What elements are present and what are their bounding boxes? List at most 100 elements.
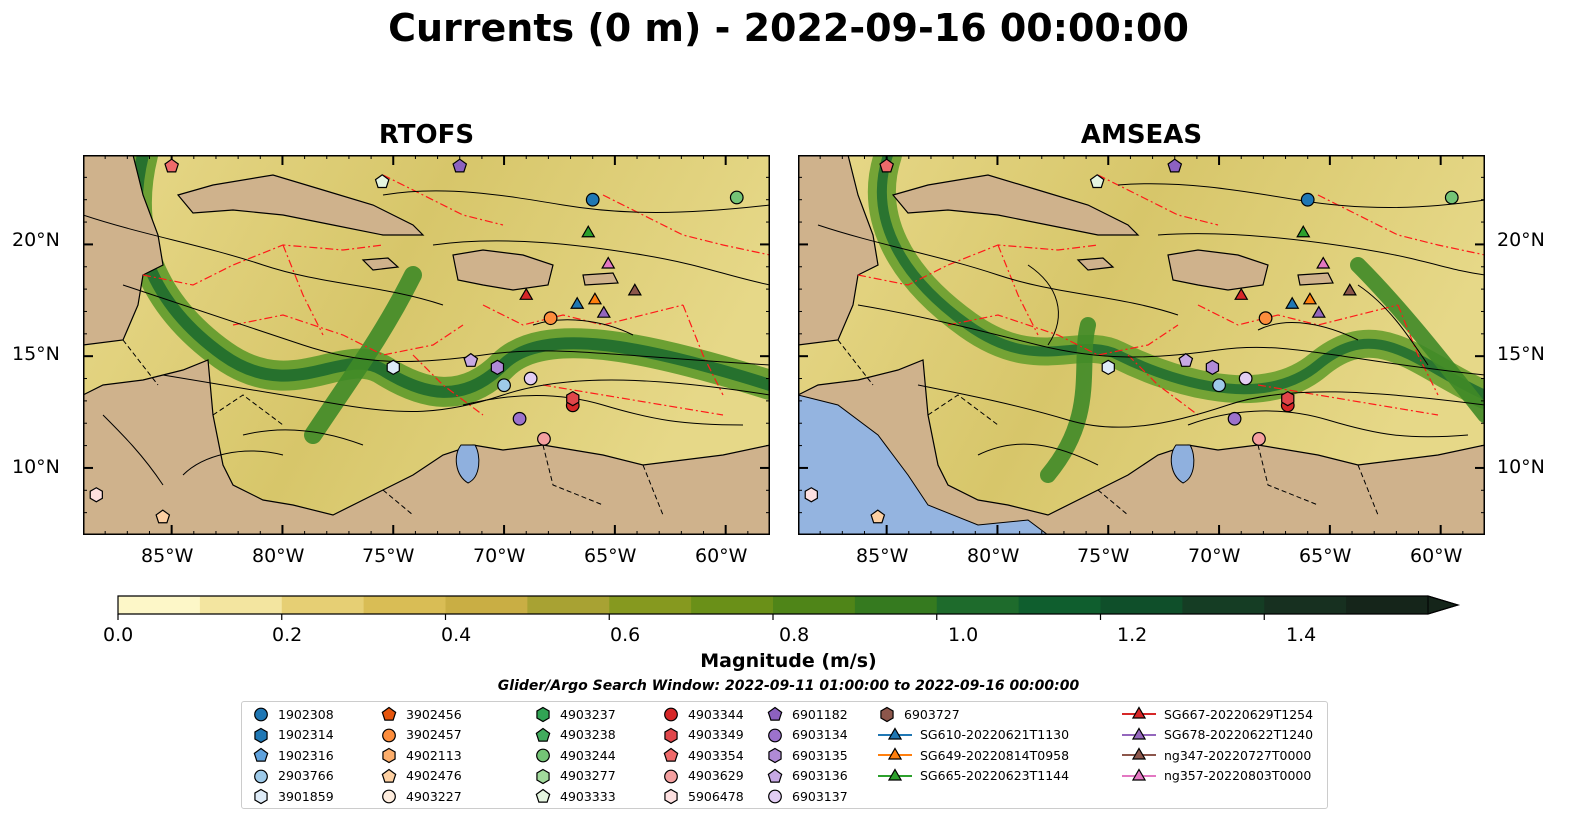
colorbar-segment xyxy=(1100,596,1183,614)
eez-boundary xyxy=(232,314,464,356)
legend-entry: 1902314 xyxy=(252,725,334,745)
float-marker xyxy=(1302,292,1318,305)
legend-marker xyxy=(664,727,678,743)
legend-label: 4903237 xyxy=(560,706,616,722)
argo-float-icon xyxy=(382,747,396,764)
eez-boundary xyxy=(947,314,1179,356)
legend-marker xyxy=(768,747,782,764)
map-frame xyxy=(83,155,770,535)
streamline xyxy=(382,190,770,213)
legend-entry: ng357-20220803T0000 xyxy=(1122,766,1311,786)
colorbar-label: Magnitude (m/s) xyxy=(700,650,877,672)
legend-label: 4903244 xyxy=(560,747,616,763)
float-marker xyxy=(155,509,171,524)
eez-boundary xyxy=(997,244,1039,336)
argo-float-icon xyxy=(664,727,678,743)
argo-float-icon xyxy=(664,707,678,722)
streamline xyxy=(1117,183,1485,208)
float-marker xyxy=(1258,311,1273,326)
streamline xyxy=(182,450,284,476)
legend-label: 3902456 xyxy=(406,706,462,722)
legend-label: SG665-20220623T1144 xyxy=(920,768,1070,783)
colorbar-segment xyxy=(773,596,856,614)
eez-boundary xyxy=(682,304,724,396)
float-marker xyxy=(1212,378,1226,393)
streamline xyxy=(1257,322,1359,341)
legend-entry: 6903134 xyxy=(766,725,848,745)
legend-label: 4903238 xyxy=(560,727,616,742)
colorbar-segment xyxy=(936,596,1020,614)
legend-entry: 4903354 xyxy=(662,745,744,765)
streamline xyxy=(242,429,364,446)
colorbar-tick: 0.0 xyxy=(103,624,134,646)
float-marker xyxy=(1101,359,1115,376)
legend-label: 6903137 xyxy=(792,788,848,804)
legend-marker xyxy=(254,727,268,743)
float-marker xyxy=(386,359,400,376)
float-marker xyxy=(1227,411,1242,426)
float-marker xyxy=(1285,296,1300,309)
argo-float-icon xyxy=(664,788,678,805)
glider-track-icon xyxy=(1122,726,1156,740)
lon-label: 60°W xyxy=(695,545,748,567)
float-marker xyxy=(543,311,558,326)
float-marker xyxy=(374,174,390,189)
legend-label: 3901859 xyxy=(278,788,334,804)
legend-entry: 4902113 xyxy=(380,745,462,765)
colorbar xyxy=(117,595,1460,620)
legend-entry: 4903333 xyxy=(534,786,616,806)
argo-float-icon xyxy=(382,789,396,804)
lat-label: 10°N xyxy=(1497,456,1545,478)
lon-label: 75°W xyxy=(362,545,415,567)
float-marker xyxy=(537,431,551,446)
lon-label: 65°W xyxy=(584,545,637,567)
float-marker xyxy=(1281,390,1295,407)
panel-title-amseas: AMSEAS xyxy=(1080,120,1203,150)
legend-label: 4903629 xyxy=(688,768,744,783)
float-marker xyxy=(1178,352,1194,367)
legend-marker xyxy=(535,788,551,803)
legend-label: 4903354 xyxy=(688,747,744,763)
legend-entry: 3902457 xyxy=(380,725,462,745)
glider-track-icon xyxy=(1122,706,1156,719)
lat-label: 15°N xyxy=(1497,343,1545,365)
legend-entry: 6903727 xyxy=(878,704,960,724)
legend-label: 5906478 xyxy=(688,788,744,804)
argo-float-icon xyxy=(536,748,550,763)
float-marker xyxy=(1296,225,1311,238)
legend-marker xyxy=(664,707,678,722)
argo-float-icon xyxy=(767,706,783,721)
lake xyxy=(1170,444,1195,484)
colorbar-segment xyxy=(118,596,201,614)
legend-marker xyxy=(382,747,396,764)
country-border xyxy=(1257,444,1319,506)
streamline xyxy=(1157,233,1485,276)
legend-marker xyxy=(767,768,783,783)
float-marker xyxy=(1300,192,1315,207)
colorbar-segment xyxy=(609,596,692,614)
legend-entry: 4903238 xyxy=(534,725,616,745)
legend-entry: 5906478 xyxy=(662,786,744,806)
lon-label: 75°W xyxy=(1077,545,1130,567)
figure-title: Currents (0 m) - 2022-09-16 00:00:00 xyxy=(388,6,1189,50)
legend-label: 1902308 xyxy=(278,706,334,722)
colorbar-segment xyxy=(1018,596,1101,614)
argo-float-icon xyxy=(536,706,550,723)
streamline xyxy=(977,443,1099,466)
argo-float-icon xyxy=(767,768,783,783)
glider-track-icon xyxy=(1122,747,1156,760)
legend-label: 4903277 xyxy=(560,768,616,783)
map-panel-amseas xyxy=(798,155,1485,535)
land-mass xyxy=(83,359,770,535)
float-marker xyxy=(585,192,600,207)
legend-entry: SG678-20220622T1240 xyxy=(1122,725,1313,745)
legend-entry: SG667-20220629T1254 xyxy=(1122,704,1313,724)
legend-marker xyxy=(768,789,782,804)
lon-label: 80°W xyxy=(252,545,305,567)
streamline xyxy=(122,284,770,366)
colorbar-outline xyxy=(117,595,1460,615)
glider-track-icon xyxy=(878,767,912,781)
argo-float-icon xyxy=(768,747,782,764)
legend: 1902308 1902314 1902316 2903766 3901859 39024… xyxy=(241,701,1328,809)
legend-entry: 1902308 xyxy=(252,704,334,724)
